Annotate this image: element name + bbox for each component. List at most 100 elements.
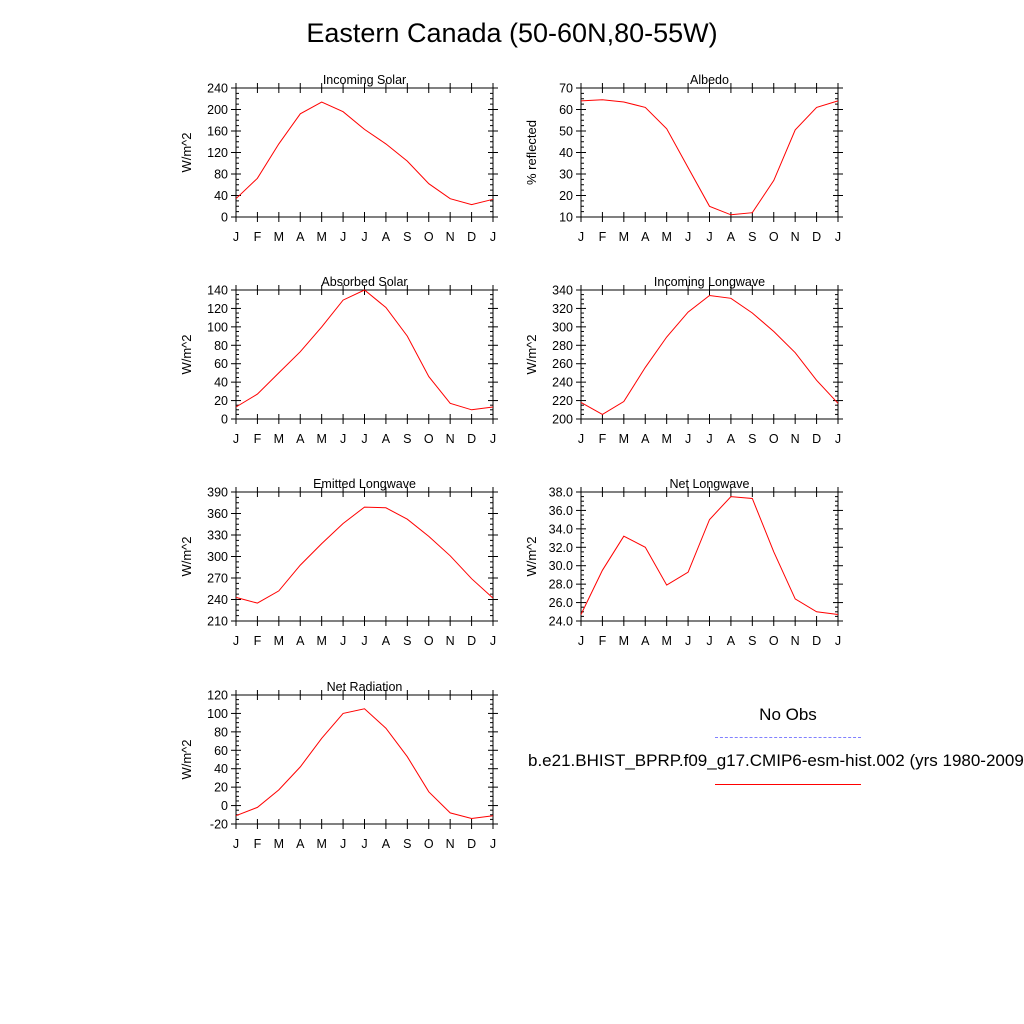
x-tick-label: J [340,837,346,851]
plot-frame [580,289,839,420]
x-tick-label: S [748,230,756,244]
x-tick-label: S [403,230,411,244]
x-tick-label: J [578,230,584,244]
x-tick-label: S [403,837,411,851]
x-tick-label: J [835,230,841,244]
x-tick-label: O [424,432,434,446]
y-tick-label: 20 [214,394,228,408]
legend-obs-label: No Obs [759,705,817,724]
y-tick-label: 0 [221,211,228,225]
chart-title: Net Longwave [670,477,750,491]
y-tick-label: 50 [559,125,573,139]
x-tick-label: F [599,634,607,648]
x-tick-label: A [382,432,391,446]
y-tick-label: 24.0 [549,615,573,629]
x-tick-label: A [727,432,736,446]
legend-model-line [715,784,861,785]
x-tick-label: A [641,432,650,446]
y-tick-label: 140 [207,284,228,298]
x-tick-label: M [619,634,629,648]
x-tick-label: F [254,432,262,446]
x-tick-label: F [254,837,262,851]
series-line [235,708,494,820]
y-tick-label: 300 [552,320,573,334]
x-tick-label: D [467,432,476,446]
plot-frame [235,87,494,218]
x-tick-label: A [382,230,391,244]
y-axis-label: W/m^2 [524,334,539,374]
y-tick-label: 210 [207,615,228,629]
x-tick-label: J [835,432,841,446]
y-axis-label: W/m^2 [179,132,194,172]
x-tick-label: M [619,230,629,244]
y-tick-label: 26.0 [549,596,573,610]
y-tick-label: 60 [214,744,228,758]
y-tick-label: 40 [559,146,573,160]
y-tick-label: 320 [552,302,573,316]
x-tick-label: O [424,634,434,648]
y-tick-label: 270 [207,572,228,586]
x-tick-label: M [619,432,629,446]
y-tick-label: 80 [214,339,228,353]
x-tick-label: A [641,230,650,244]
x-tick-label: F [254,634,262,648]
x-tick-label: A [296,634,305,648]
x-tick-label: O [769,230,779,244]
x-tick-label: A [296,432,305,446]
x-tick-label: A [382,837,391,851]
x-tick-label: A [727,634,736,648]
y-tick-label: 260 [552,357,573,371]
series-line [580,496,839,615]
series-line [235,101,494,206]
y-tick-label: 28.0 [549,578,573,592]
x-tick-label: J [706,230,712,244]
y-axis-label: W/m^2 [524,536,539,576]
y-tick-label: 20 [559,189,573,203]
legend-obs-line [715,737,861,738]
x-tick-label: J [490,432,496,446]
x-tick-label: J [685,432,691,446]
x-tick-label: N [791,634,800,648]
x-tick-label: J [233,230,239,244]
chart-panel: Incoming Longwave W/m^2 200 220 240 260 280 300… [524,275,843,446]
y-tick-label: 38.0 [549,486,573,500]
y-tick-label: 36.0 [549,504,573,518]
x-tick-label: J [685,230,691,244]
chart-title: Albedo [690,73,729,87]
y-tick-label: 70 [559,82,573,96]
x-tick-label: F [599,230,607,244]
y-axis-label: W/m^2 [179,334,194,374]
x-tick-label: D [467,634,476,648]
y-tick-label: 120 [207,302,228,316]
plot-frame [235,491,494,622]
x-tick-label: A [296,837,305,851]
y-tick-label: 300 [207,550,228,564]
y-tick-label: 34.0 [549,522,573,536]
x-tick-label: S [403,634,411,648]
x-tick-label: J [706,634,712,648]
x-tick-label: A [641,634,650,648]
x-tick-label: A [727,230,736,244]
x-tick-label: A [296,230,305,244]
plot-frame [580,87,839,218]
y-tick-label: 340 [552,284,573,298]
series-line [580,99,839,216]
y-tick-label: 200 [207,103,228,117]
x-tick-label: J [578,634,584,648]
x-tick-label: N [446,432,455,446]
y-tick-label: 0 [221,413,228,427]
x-tick-label: J [233,837,239,851]
x-tick-label: M [316,837,326,851]
y-tick-label: 40 [214,189,228,203]
x-tick-label: M [274,230,284,244]
y-tick-label: 240 [552,376,573,390]
y-axis-label: W/m^2 [179,536,194,576]
y-tick-label: 100 [207,707,228,721]
x-tick-label: D [467,837,476,851]
y-tick-label: 360 [207,507,228,521]
y-tick-label: 20 [214,781,228,795]
y-tick-label: 220 [552,394,573,408]
